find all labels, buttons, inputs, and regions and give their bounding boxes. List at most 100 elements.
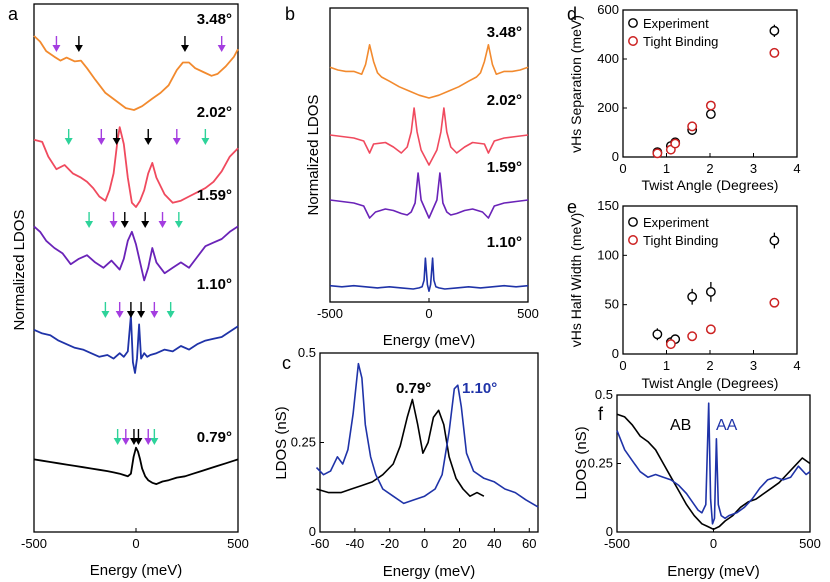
panel-label-c: c bbox=[282, 353, 291, 373]
x-tick-label: 0 bbox=[619, 358, 626, 373]
feature-arrow-head bbox=[134, 438, 143, 445]
x-tick-label: 1 bbox=[663, 358, 670, 373]
angle-label: 3.48° bbox=[197, 11, 232, 28]
feature-arrow-head bbox=[115, 311, 124, 318]
experiment-point bbox=[652, 329, 663, 340]
angle-label: 2.02° bbox=[487, 92, 522, 109]
y-axis-label: LDOS (nS) bbox=[573, 426, 590, 499]
legend-label-tight-binding: Tight Binding bbox=[643, 233, 718, 248]
y-tick-label: 0.5 bbox=[595, 387, 613, 402]
x-axis-label: Energy (meV) bbox=[667, 563, 760, 580]
x-tick-label: -500 bbox=[317, 306, 343, 321]
y-tick-label: 150 bbox=[597, 198, 619, 213]
y-tick-label: 200 bbox=[597, 100, 619, 115]
angle-label: 3.48° bbox=[487, 24, 522, 41]
x-tick-label: 60 bbox=[522, 536, 536, 551]
experiment-point bbox=[687, 291, 698, 302]
x-tick-label: 1 bbox=[663, 161, 670, 176]
feature-arrow-head bbox=[101, 311, 110, 318]
y-tick-label: 0 bbox=[612, 346, 619, 361]
tight-binding-point bbox=[652, 148, 663, 159]
angle-label: 2.02° bbox=[197, 104, 232, 121]
feature-arrow-head bbox=[201, 138, 210, 145]
tight-binding-point bbox=[665, 339, 676, 350]
y-tick-label: 600 bbox=[597, 2, 619, 17]
x-tick-label: -500 bbox=[604, 536, 630, 551]
series-line-2.02° bbox=[33, 126, 239, 208]
legend-marker-experiment bbox=[628, 217, 638, 227]
feature-arrow-head bbox=[126, 311, 135, 318]
y-tick-label: 0.25 bbox=[291, 435, 316, 450]
angle-label: 1.10° bbox=[487, 234, 522, 251]
panel-label-b: b bbox=[285, 4, 295, 24]
x-tick-label: 3 bbox=[750, 358, 757, 373]
series-line-1.10° bbox=[329, 257, 529, 292]
x-tick-label: 2 bbox=[706, 358, 713, 373]
panel-b: 3.48° 2.02° 1.59° 1.10° -500 0 500 Energy (meV)… bbox=[305, 7, 539, 349]
y-axis-label: vHs Half Width (meV) bbox=[568, 213, 584, 348]
y-axis-label: Normalized LDOS bbox=[11, 210, 28, 331]
angle-label: 1.10° bbox=[197, 276, 232, 293]
y-tick-label: 0.25 bbox=[588, 456, 613, 471]
tight-binding-point bbox=[769, 47, 780, 58]
x-tick-label: 0 bbox=[425, 306, 432, 321]
x-axis-label: Twist Angle (Degrees) bbox=[642, 375, 779, 391]
x-tick-label: -500 bbox=[21, 536, 47, 551]
x-tick-label: 2 bbox=[706, 161, 713, 176]
x-tick-label: 40 bbox=[487, 536, 501, 551]
panel-label-e: e bbox=[567, 197, 577, 217]
feature-arrow-head bbox=[137, 311, 146, 318]
angle-label: 1.59° bbox=[487, 159, 522, 176]
stacking-label-ab: AB bbox=[670, 417, 691, 434]
experiment-point bbox=[769, 235, 780, 246]
feature-arrow-head bbox=[172, 138, 181, 145]
panel-a: 3.48° 2.02° 1.59° 1.10° 0.79° -500 0 500 Energy … bbox=[11, 3, 249, 579]
legend-marker-experiment bbox=[628, 18, 638, 28]
x-tick-label: -60 bbox=[311, 536, 330, 551]
y-tick-label: 0 bbox=[606, 524, 613, 539]
series-line-1.10° bbox=[33, 314, 239, 374]
feature-arrow-head bbox=[52, 45, 61, 52]
tight-binding-point bbox=[705, 324, 716, 335]
tight-binding-point bbox=[687, 121, 698, 132]
x-tick-label: 500 bbox=[517, 306, 539, 321]
x-axis-label: Energy (meV) bbox=[383, 332, 476, 349]
panel-label-d: d bbox=[567, 4, 577, 24]
stacking-label-aa: AA bbox=[716, 417, 738, 434]
feature-arrow-head bbox=[150, 438, 159, 445]
experiment-point bbox=[705, 109, 716, 120]
y-axis-label: vHs Separation (meV) bbox=[568, 15, 584, 153]
y-tick-label: 50 bbox=[605, 297, 619, 312]
x-tick-label: 4 bbox=[793, 161, 800, 176]
x-tick-label: 500 bbox=[799, 536, 821, 551]
y-tick-label: 400 bbox=[597, 51, 619, 66]
x-tick-label: 3 bbox=[750, 161, 757, 176]
tight-binding-point bbox=[687, 331, 698, 342]
panel-label-a: a bbox=[8, 4, 19, 24]
panel-label-f: f bbox=[598, 404, 604, 424]
series-line-AB bbox=[616, 413, 811, 531]
feature-arrow-head bbox=[180, 45, 189, 52]
plot-frame bbox=[329, 7, 529, 303]
series-line-1.10° bbox=[315, 362, 539, 508]
feature-arrow-head bbox=[109, 221, 118, 228]
angle-label-0.79: 0.79° bbox=[396, 380, 431, 397]
legend-label-experiment: Experiment bbox=[643, 16, 709, 31]
x-tick-label: 4 bbox=[793, 358, 800, 373]
y-tick-label: 0 bbox=[309, 524, 316, 539]
series-line-0.79° bbox=[316, 398, 485, 497]
y-tick-label: 0.5 bbox=[298, 345, 316, 360]
legend-label-experiment: Experiment bbox=[643, 215, 709, 230]
angle-label: 0.79° bbox=[197, 429, 232, 446]
angle-label: 1.59° bbox=[197, 187, 232, 204]
feature-arrow-head bbox=[150, 311, 159, 318]
feature-arrow-head bbox=[97, 138, 106, 145]
tight-binding-point bbox=[769, 297, 780, 308]
x-tick-label: 500 bbox=[227, 536, 249, 551]
feature-arrow-head bbox=[141, 221, 150, 228]
y-tick-label: 0 bbox=[612, 149, 619, 164]
feature-arrow-head bbox=[64, 138, 73, 145]
tight-binding-point bbox=[705, 100, 716, 111]
